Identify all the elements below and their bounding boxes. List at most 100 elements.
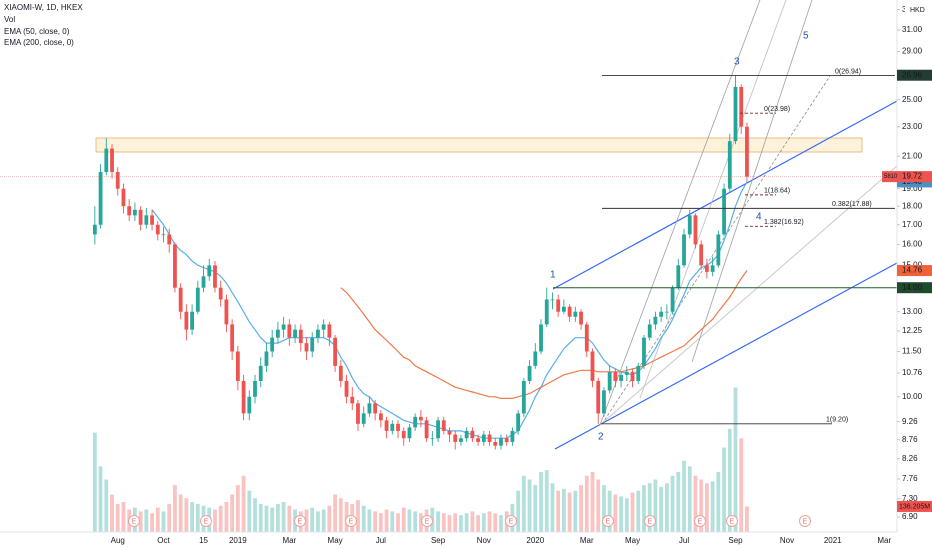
volume-bar (659, 487, 664, 532)
x-tick-label: Sep (728, 536, 743, 545)
earnings-marker (602, 515, 614, 527)
x-tick-label: 2021 (824, 536, 842, 545)
candle-body (92, 224, 97, 235)
candle-body (659, 311, 664, 317)
volume-bar (739, 438, 744, 532)
candle-body (504, 438, 509, 442)
earnings-label: E (204, 518, 209, 525)
earnings-label: E (425, 518, 430, 525)
candle-body (344, 380, 349, 397)
volume-bar (436, 511, 440, 532)
candle-body (556, 299, 561, 312)
y-tick-label: 17.00 (902, 220, 923, 229)
y-tick-label: 23.00 (902, 122, 923, 131)
volume-bar (579, 485, 583, 532)
fork-line (691, 0, 813, 363)
volume-bar (310, 507, 315, 532)
volume-bar (150, 513, 154, 532)
candle-body (447, 430, 452, 435)
earnings-label: E (132, 518, 137, 525)
candle-body (562, 306, 566, 312)
volume-bar (264, 505, 269, 532)
volume-bar (253, 498, 257, 532)
candle-body (642, 337, 646, 366)
resistance-zone (95, 137, 863, 153)
candle-body (207, 265, 212, 277)
y-tick-label: 15.00 (902, 260, 923, 269)
volume-bar (235, 485, 240, 532)
x-tick-label: 2020 (526, 536, 544, 545)
volume-bar (653, 479, 658, 532)
volume-bar (464, 513, 469, 532)
y-tick-label: 8.76 (902, 435, 918, 444)
fork-line (639, 0, 787, 399)
candle-body (584, 324, 589, 352)
candle-body (384, 420, 389, 431)
channel-lower (554, 262, 898, 450)
volume-bar (733, 387, 738, 532)
volume-bar (544, 470, 549, 532)
fib-label: 1(18.64) (764, 188, 790, 195)
candle-body (201, 276, 206, 288)
volume-tag-label: 136.205M (899, 503, 930, 510)
candle-body (441, 420, 446, 431)
volume-bar (396, 513, 400, 532)
y-tick-label: 10.76 (902, 368, 923, 377)
candle-body (619, 374, 623, 381)
volume-bar (630, 492, 635, 532)
candle-body (115, 172, 120, 189)
volume-bar (327, 505, 332, 532)
candle-body (413, 416, 418, 428)
wave-label: 1 (550, 270, 556, 281)
volume-bar (441, 513, 446, 532)
volume-bar (539, 472, 543, 532)
candle-body (401, 430, 406, 439)
overlay-layer: 0(26.94) 0(23.98) 1(18.64) 0.382(17.88) 1.38… (0, 68, 897, 527)
candle-body (195, 287, 200, 312)
candle-body (407, 427, 412, 439)
candle-body (230, 324, 235, 352)
volume-bar (727, 428, 732, 532)
volume-bar (516, 490, 521, 532)
candle-body (493, 441, 498, 446)
earnings-marker (421, 515, 433, 527)
y-tick-label: 12.25 (902, 326, 923, 335)
volume-bar (98, 466, 103, 532)
earnings-marker (505, 515, 517, 527)
volume-bar (556, 490, 561, 532)
earnings-label: E (606, 518, 611, 525)
candle-body (745, 126, 749, 177)
candle-body (533, 351, 538, 366)
y-tick-label: 9.26 (902, 417, 918, 426)
candle-body (293, 329, 297, 338)
candle-body (687, 215, 692, 235)
x-tick-label: Mar (282, 536, 296, 545)
wave-label: 2 (598, 432, 604, 443)
volume-bar (613, 494, 618, 532)
x-tick-label: Jul (679, 536, 689, 545)
candle-body (436, 420, 440, 439)
earnings-label: E (730, 518, 735, 525)
candle-body (521, 380, 526, 414)
candle-body (287, 324, 292, 338)
candle-body (710, 265, 715, 272)
candle-body (173, 244, 177, 288)
x-tick-label: Sep (431, 536, 446, 545)
volume-bar (624, 498, 629, 532)
candle-body (321, 324, 326, 330)
candle-body (155, 224, 160, 235)
volume-bar (390, 511, 395, 532)
candle-body (333, 337, 337, 366)
y-tick-label: 10.00 (902, 392, 923, 401)
volume-bar (710, 481, 715, 532)
candle-body (241, 380, 246, 414)
y-tick-label: 16.00 (902, 240, 923, 249)
candle-body (693, 215, 698, 245)
candle-body (630, 371, 635, 381)
volume-bar (459, 515, 463, 532)
candle-body (276, 329, 280, 338)
candle-body (602, 390, 606, 414)
candle-body (327, 324, 332, 338)
candle-body (161, 234, 166, 236)
candle-body (350, 396, 355, 404)
